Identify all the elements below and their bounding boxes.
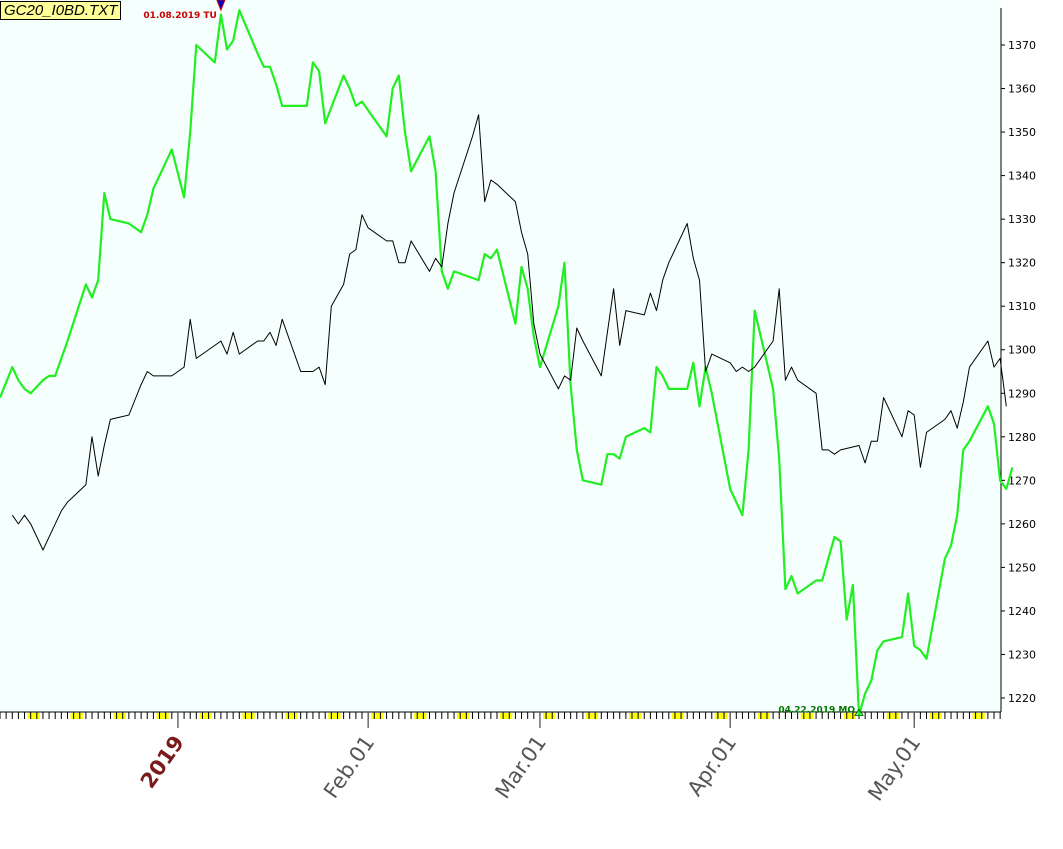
y-tick-label: 1360	[1008, 83, 1036, 96]
y-tick-label: 1240	[1008, 605, 1036, 618]
y-tick-label: 1320	[1008, 257, 1036, 270]
series-line-black	[11, 114, 1007, 551]
y-axis-ticks: 1220 1230 1240 1250 1260 1270 1280 1290 1300 1310…	[1001, 39, 1036, 705]
x-tick-label: Feb.01	[319, 731, 379, 803]
y-tick-label: 1300	[1008, 344, 1036, 357]
y-tick-label: 1250	[1008, 561, 1036, 574]
y-tick-label: 1370	[1008, 39, 1036, 52]
y-tick-label: 1340	[1008, 170, 1036, 183]
high-marker-arrow	[216, 0, 226, 12]
y-tick-label: 1230	[1008, 648, 1036, 661]
y-tick-label: 1270	[1008, 474, 1036, 487]
plot-area	[0, 0, 1001, 712]
y-tick-label: 1310	[1008, 300, 1036, 313]
x-tick-label: May.01	[863, 731, 925, 805]
x-tick-label: Apr.01	[683, 731, 742, 800]
x-tick-label: Mar.01	[491, 731, 551, 803]
annotations-group: 01.08.2019 TU 04.22.2019 MO	[143, 0, 864, 716]
y-tick-label: 1260	[1008, 518, 1036, 531]
low-annotation: 04.22.2019 MO	[778, 705, 855, 715]
series-line-green	[0, 9, 1014, 717]
y-tick-label: 1290	[1008, 387, 1036, 400]
chart-title: GC20_I0BD.TXT	[0, 1, 122, 20]
x-axis-ticks: 2019 Feb.01 Mar.01 Apr.01 May.01	[0, 712, 1001, 805]
high-annotation: 01.08.2019 TU	[143, 11, 217, 21]
y-tick-label: 1350	[1008, 126, 1036, 139]
low-marker-arrow	[854, 708, 864, 716]
series-group	[0, 9, 1014, 717]
y-tick-label: 1220	[1008, 692, 1036, 705]
y-tick-label: 1330	[1008, 213, 1036, 226]
y-tick-label: 1280	[1008, 431, 1036, 444]
x-tick-label: 2019	[136, 731, 189, 793]
